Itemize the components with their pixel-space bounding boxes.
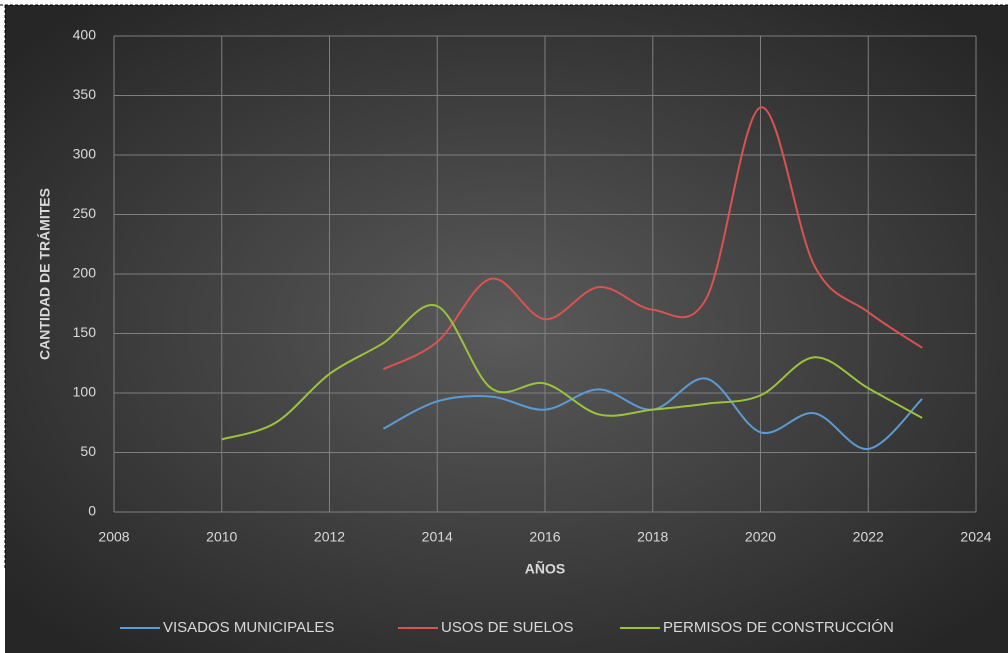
x-tick-label: 2020: [745, 529, 776, 545]
x-tick-label: 2018: [637, 529, 668, 545]
y-tick-label: 400: [73, 27, 97, 43]
x-tick-label: 2014: [422, 529, 453, 545]
x-tick-label: 2024: [960, 529, 991, 545]
legend-label: PERMISOS DE CONSTRUCCIÓN: [663, 619, 894, 636]
legend-label: USOS DE SUELOS: [441, 619, 574, 636]
grid: 0 50 100 150 200 250 300 350 400 2008 2010 2012 2014…: [73, 27, 992, 545]
y-tick-label: 100: [73, 384, 97, 400]
x-tick-label: 2016: [529, 529, 560, 545]
y-tick-label: 150: [73, 324, 97, 340]
series-line: [382, 377, 923, 450]
y-tick-label: 300: [73, 146, 97, 162]
y-tick-label: 250: [73, 205, 97, 221]
x-tick-label: 2012: [314, 529, 345, 545]
y-tick-label: 0: [88, 503, 96, 519]
legend-label: VISADOS MUNICIPALES: [163, 619, 334, 636]
y-tick-label: 200: [73, 265, 97, 281]
lines: [221, 106, 923, 450]
series-line: [382, 106, 923, 371]
series-line: [221, 304, 923, 441]
x-tick-label: 2022: [853, 529, 884, 545]
background: [5, 5, 1008, 653]
y-tick-label: 50: [80, 443, 96, 459]
legend: VISADOS MUNICIPALES USOS DE SUELOS PERMISO…: [120, 619, 894, 636]
x-tick-label: 2008: [98, 529, 129, 545]
x-tick-label: 2010: [206, 529, 237, 545]
y-axis-title: CANTIDAD DE TRÁMITES: [37, 188, 53, 360]
x-axis-title: AÑOS: [525, 560, 565, 577]
y-tick-label: 350: [73, 86, 97, 102]
